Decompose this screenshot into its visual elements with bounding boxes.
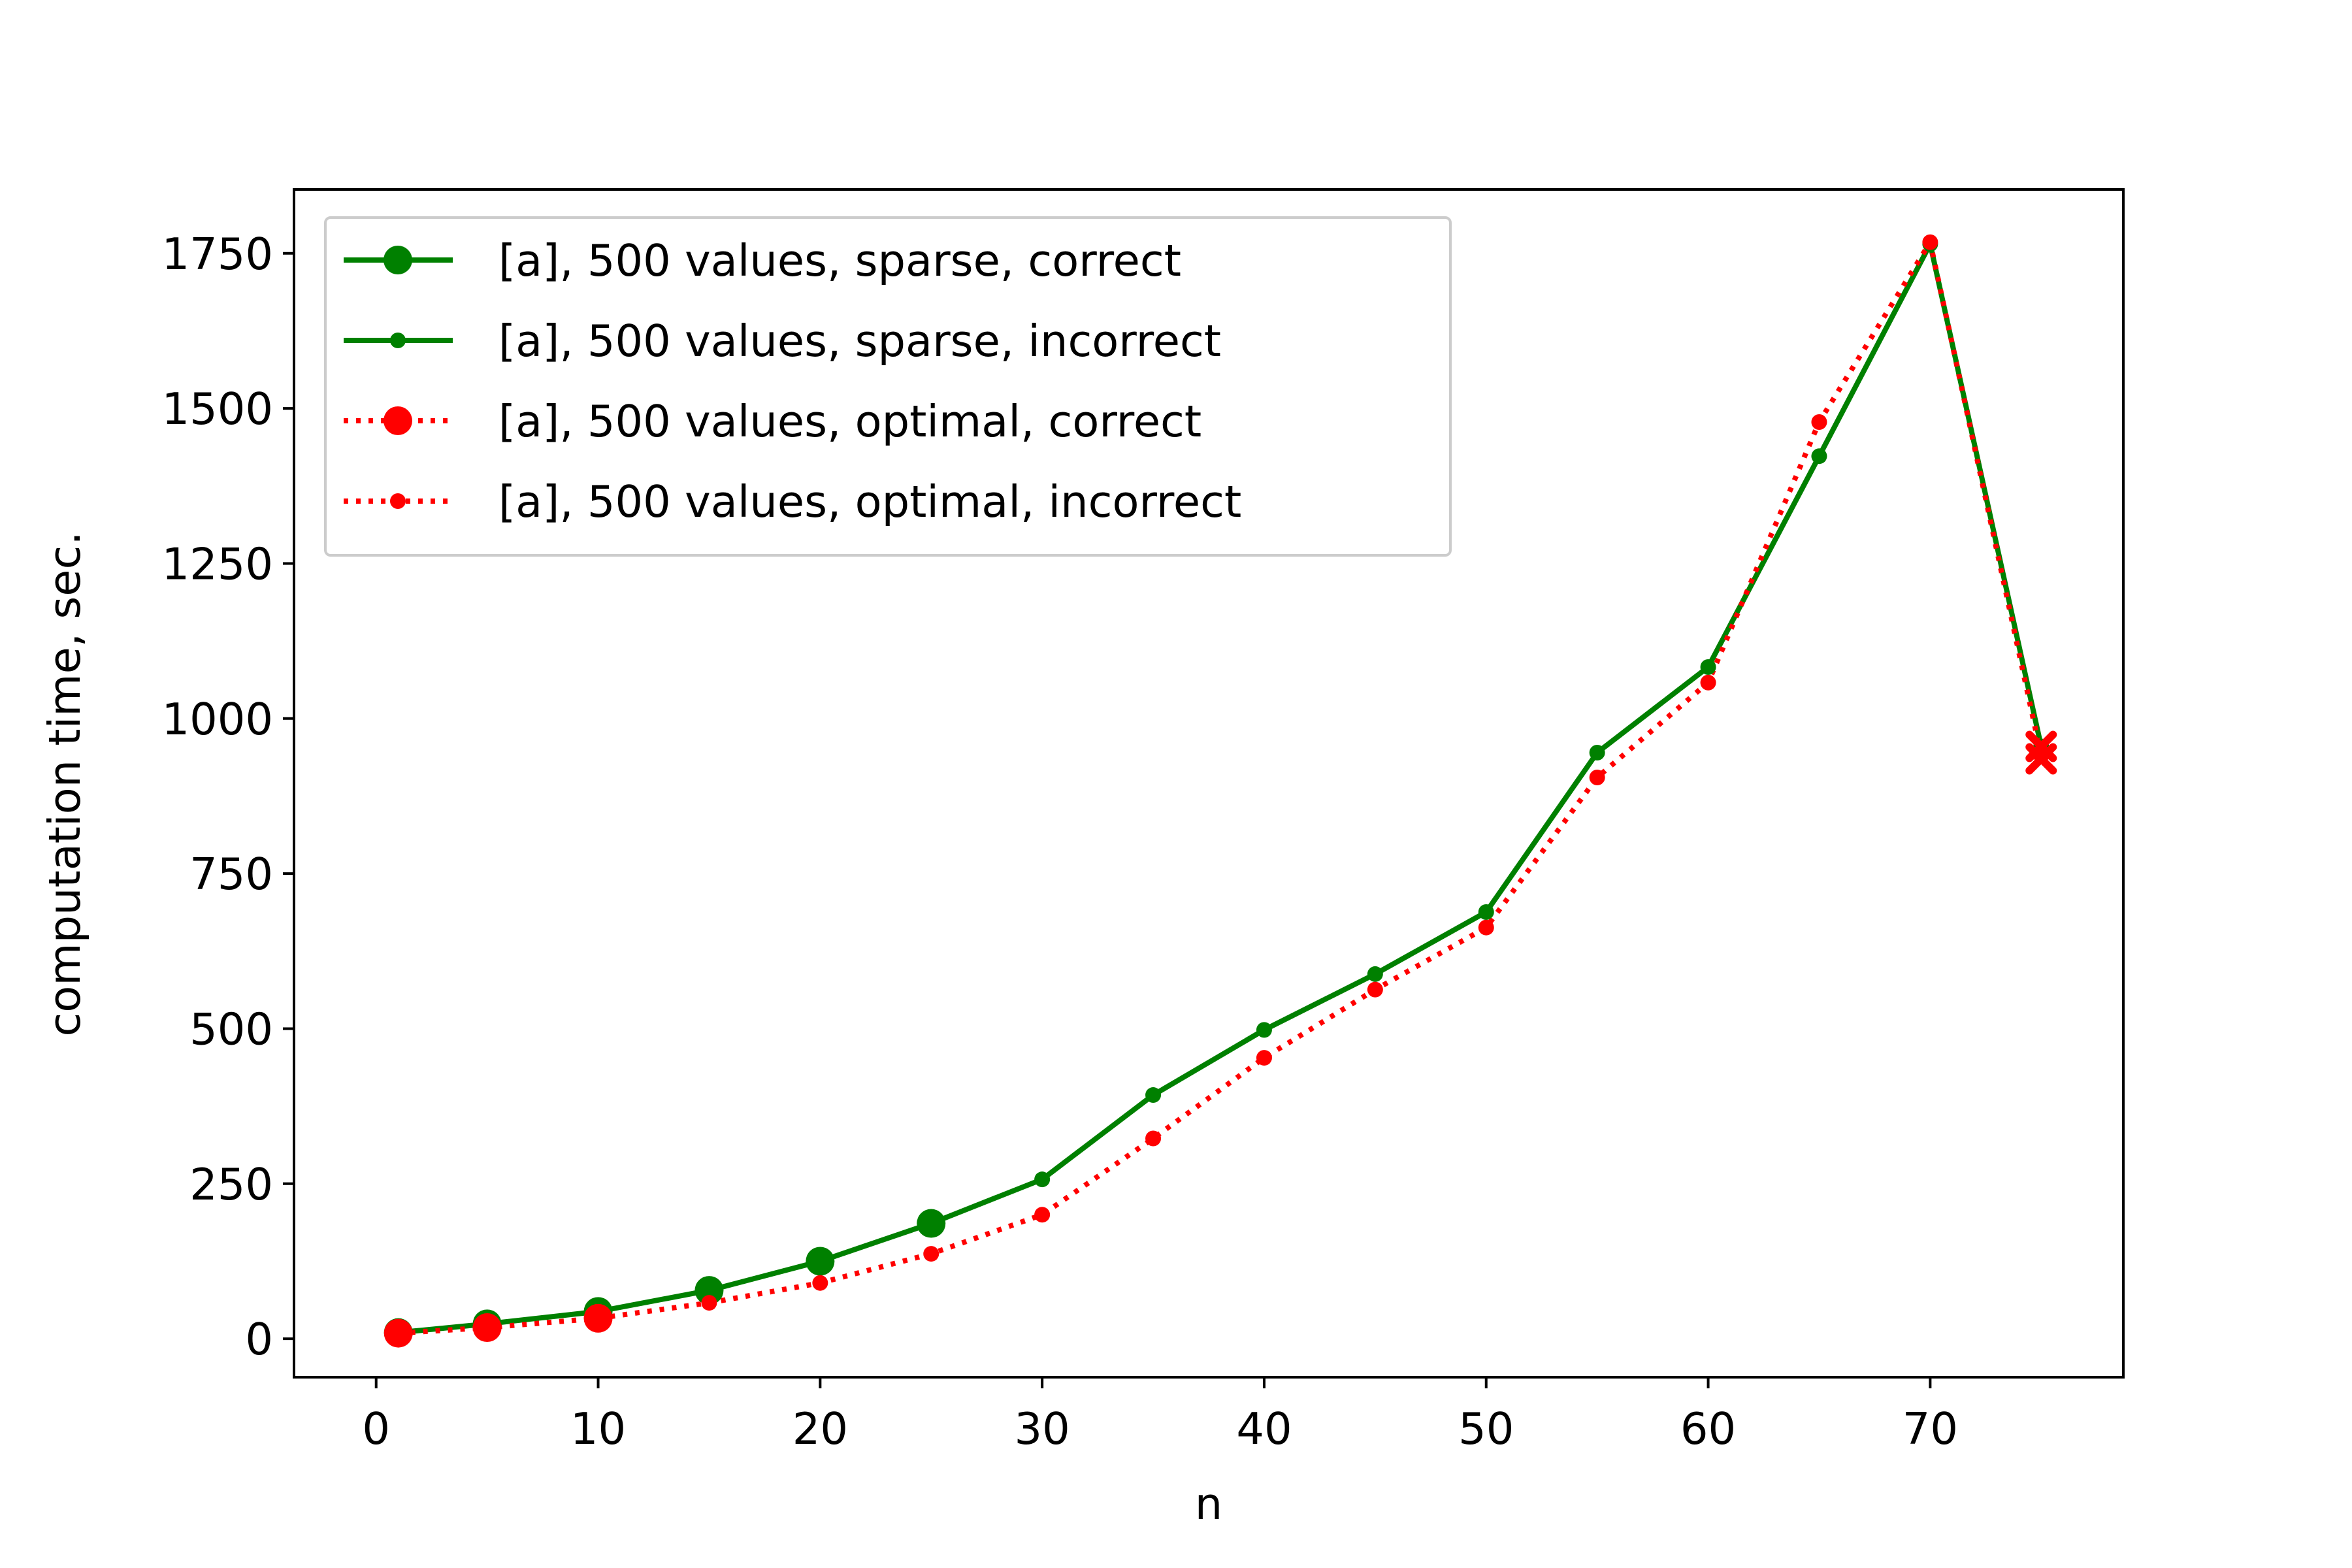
series-2-point: [1478, 904, 1494, 920]
series-2-point: [1367, 966, 1383, 982]
series-4-point: [1367, 981, 1383, 998]
y-axis-label: computation time, sec.: [39, 531, 90, 1036]
legend-entry-label: [a], 500 values, optimal, correct: [498, 396, 1201, 447]
legend-entry-label: [a], 500 values, sparse, incorrect: [498, 316, 1221, 367]
series-line-4: [597, 239, 2044, 1321]
series-4-point: [1478, 919, 1494, 936]
series-4-point: [590, 1310, 606, 1326]
series-3-point: [472, 1313, 502, 1343]
y-tick-label: 250: [189, 1159, 273, 1210]
series-2-point: [1589, 745, 1605, 761]
series-2-point: [1034, 1171, 1051, 1188]
x-tick-label: 30: [1015, 1403, 1070, 1454]
series-line-1: [398, 1220, 932, 1335]
x-tick-label: 60: [1680, 1403, 1736, 1454]
x-tick-label: 10: [570, 1403, 626, 1454]
series-4-point: [1811, 414, 1827, 431]
series-4-point: [1256, 1050, 1272, 1066]
legend: [a], 500 values, sparse, correct [a], 500…: [324, 216, 1452, 557]
y-tick-label: 750: [189, 849, 273, 900]
x-tick-label: 70: [1903, 1403, 1958, 1454]
series-4-point: [923, 1246, 939, 1262]
y-tick-label: 0: [245, 1314, 273, 1365]
y-axis: 0 250 500 750 1000 1250 1500 1750: [161, 229, 294, 1365]
x-axis: 0 10 20 30 40 50 60 70: [362, 1377, 1958, 1454]
legend-marker: [384, 246, 412, 274]
y-tick-label: 1250: [161, 538, 273, 589]
series-2-point: [1256, 1022, 1272, 1038]
series-4-point: [1922, 234, 1938, 250]
series-1-point: [806, 1247, 835, 1276]
legend-marker: [384, 406, 412, 435]
series-4-point: [1589, 769, 1605, 785]
y-tick-label: 1000: [161, 694, 273, 745]
series-1-point: [694, 1276, 724, 1305]
legend-box: [324, 216, 1452, 557]
series-2-point: [1700, 659, 1716, 675]
y-tick-label: 1750: [161, 229, 273, 280]
x-tick-label: 0: [362, 1403, 390, 1454]
series-4-point: [1034, 1207, 1051, 1223]
series-3-point: [384, 1318, 413, 1348]
x-tick-label: 50: [1458, 1403, 1514, 1454]
series-4-point: [1700, 674, 1716, 691]
y-tick-label: 1500: [161, 384, 273, 434]
series-4-point: [701, 1295, 717, 1311]
series-2-point: [923, 1215, 939, 1232]
legend-marker: [390, 333, 406, 348]
legend-entry-label: [a], 500 values, optimal, incorrect: [498, 476, 1241, 527]
legend-marker: [390, 493, 406, 509]
x-axis-label: n: [1195, 1478, 1222, 1529]
x-tick-label: 40: [1236, 1403, 1292, 1454]
plot-area: [384, 234, 2057, 1348]
axes-frame: [293, 188, 2125, 1379]
series-4-point: [1145, 1130, 1162, 1147]
legend-entry-label: [a], 500 values, sparse, correct: [498, 235, 1181, 286]
series-2-point: [1145, 1087, 1162, 1103]
cross-marker: [2025, 730, 2057, 762]
x-tick-label: 20: [792, 1403, 848, 1454]
series-2-point: [1811, 448, 1827, 465]
series-4-point: [812, 1275, 828, 1291]
y-tick-label: 500: [189, 1004, 273, 1054]
